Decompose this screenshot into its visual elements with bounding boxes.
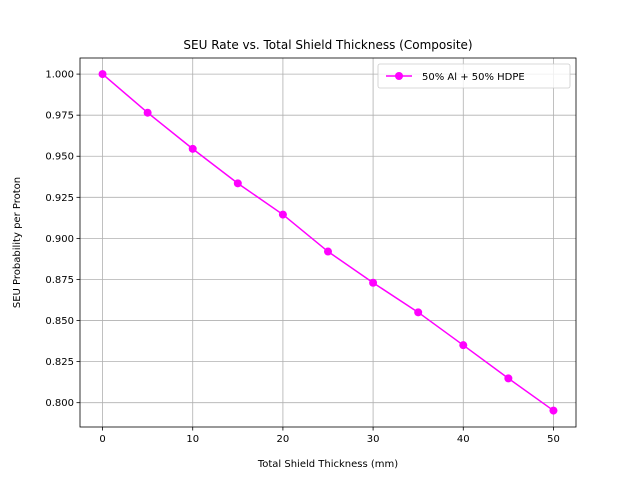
data-point (143, 108, 152, 117)
y-axis-label: SEU Probability per Proton (12, 177, 23, 308)
x-tick-label: 30 (367, 434, 380, 445)
y-tick-label: 0.825 (45, 357, 74, 368)
data-point (188, 144, 197, 153)
data-point (549, 406, 558, 415)
data-point (459, 341, 468, 350)
data-point (98, 70, 107, 79)
y-tick-label: 0.900 (45, 234, 74, 245)
data-point (233, 179, 242, 188)
legend-entry-label: 50% Al + 50% HDPE (422, 72, 525, 83)
x-axis-label: Total Shield Thickness (mm) (257, 459, 398, 470)
x-tick-label: 40 (457, 434, 470, 445)
series-layer (98, 70, 558, 415)
legend-box (377, 63, 571, 89)
y-tick-label: 0.875 (45, 275, 74, 286)
data-point (504, 374, 513, 383)
data-point (278, 210, 287, 219)
y-tick-label: 0.800 (45, 398, 74, 409)
x-tick-label: 50 (547, 434, 560, 445)
legend: 50% Al + 50% HDPE (377, 63, 571, 89)
x-tick-label: 0 (99, 434, 105, 445)
plot-frame (79, 57, 577, 428)
y-tick-label: 0.975 (45, 111, 74, 122)
grid (80, 58, 576, 427)
x-axis-ticks: 0 10 20 30 40 50 (99, 427, 560, 445)
data-point (324, 247, 332, 256)
x-tick-label: 20 (277, 434, 290, 445)
y-tick-label: 0.950 (45, 152, 74, 163)
chart-title: SEU Rate vs. Total Shield Thickness (Com… (183, 38, 472, 52)
data-point (369, 278, 378, 287)
y-tick-label: 1.000 (45, 70, 74, 81)
y-tick-label: 0.850 (45, 316, 74, 327)
y-tick-label: 0.925 (45, 193, 74, 204)
data-point (414, 308, 423, 317)
x-tick-label: 10 (186, 434, 199, 445)
y-axis-ticks: 0.800 0.825 0.850 0.875 0.900 0.925 0.950 0.975… (45, 70, 80, 409)
legend-marker-sample (395, 72, 403, 80)
